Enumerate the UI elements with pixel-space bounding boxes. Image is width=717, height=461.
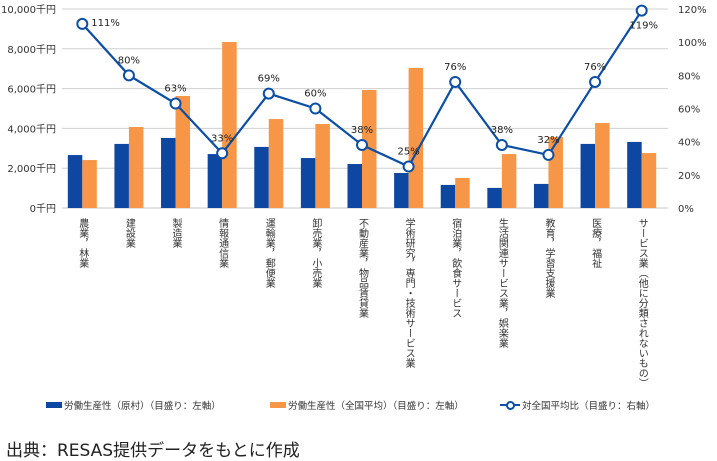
right-tick-label: 120%: [678, 5, 707, 16]
bar-local: [627, 141, 642, 208]
left-tick-label: 0千円: [30, 203, 56, 215]
bar-local: [207, 154, 223, 208]
ratio-point: [309, 102, 322, 115]
ratio-data-label: 25%: [397, 147, 419, 158]
ratio-data-label: 76%: [584, 62, 606, 73]
category-label: 教育，学習支援業: [543, 217, 555, 299]
left-tick-label: 10,000千円: [1, 4, 56, 16]
ratio-data-label: 33%: [211, 133, 233, 144]
bar-local: [533, 183, 549, 208]
bar-local: [300, 158, 316, 208]
category-label: 建設業: [123, 217, 135, 249]
right-tick-label: 20%: [678, 171, 700, 182]
category-label: 運輸業，郵便業: [263, 218, 275, 289]
category-label: 卸売業，小売業: [310, 217, 322, 289]
left-axis: 0千円 2,000千円 4,000千円 6,000千円 8,000千円 10,000千円: [1, 4, 56, 215]
category-label: 生活関連サービス業，娯楽業: [496, 217, 508, 349]
legend-swatch-orange: [270, 402, 286, 408]
ratio-point: [169, 97, 182, 110]
right-tick-label: 100%: [678, 38, 707, 49]
ratio-point: [495, 138, 508, 151]
ratio-point: [402, 160, 415, 173]
right-tick-label: 80%: [678, 71, 700, 82]
ratio-data-label: 111%: [91, 18, 120, 29]
bar-local: [580, 143, 596, 208]
bar-local: [394, 172, 409, 208]
ratio-point: [356, 138, 368, 151]
bar-national: [128, 127, 144, 208]
category-label: 医療，福祉: [590, 218, 602, 268]
ratio-point: [589, 75, 602, 88]
left-tick-label: 4,000千円: [7, 123, 56, 135]
bar-national: [222, 42, 237, 209]
bar-national: [455, 177, 470, 208]
ratio-point: [542, 148, 555, 161]
ratio-data-label: 60%: [304, 89, 326, 100]
legend-label: 労働生産性（原村）（目盛り：左軸）: [64, 401, 221, 412]
bar-local: [254, 146, 269, 208]
legend-line-marker-icon: [500, 400, 520, 410]
legend-item-national: 労働生産性（全国平均）（目盛り：左軸）: [270, 398, 464, 412]
ratio-point: [122, 69, 135, 82]
ratio-line: 111% 80% 63% 33% 69% 60% 38% 25% 76% 38% 32% 76% 119…: [76, 4, 658, 173]
category-label: 情報通信業: [217, 217, 229, 269]
left-tick-label: 6,000千円: [7, 84, 56, 96]
bar-local: [440, 184, 456, 208]
ratio-point: [262, 87, 275, 100]
ratio-data-label: 32%: [537, 135, 559, 146]
ratio-point: [449, 75, 462, 88]
bar-national: [548, 136, 563, 208]
bar-local: [67, 155, 83, 208]
bar-local: [161, 137, 176, 208]
bar-national: [175, 95, 191, 208]
bar-local: [114, 143, 129, 208]
legend-item-local: 労働生産性（原村）（目盛り：左軸）: [46, 398, 221, 412]
legend-swatch-blue: [46, 402, 62, 408]
bar-national: [501, 154, 517, 208]
ratio-point: [216, 147, 229, 160]
ratio-point: [76, 17, 89, 30]
bar-national: [595, 123, 610, 208]
ratio-data-label: 69%: [258, 74, 280, 85]
category-label: 学術研究，専門・技術サービス業: [403, 217, 415, 369]
bar-national: [315, 124, 330, 208]
right-tick-label: 40%: [678, 138, 700, 149]
source-note: 出典：RESAS提供データをもとに作成: [6, 441, 300, 461]
bar-local: [487, 187, 502, 208]
ratio-data-label: 80%: [118, 55, 140, 66]
left-tick-label: 8,000千円: [7, 44, 56, 56]
ratio-data-label: 63%: [164, 84, 186, 95]
category-label: 製造業: [170, 217, 182, 249]
ratio-data-label: 38%: [491, 125, 513, 136]
bar-national: [268, 119, 284, 208]
right-axis: 0% 20% 40% 60% 80% 100% 120%: [678, 5, 707, 215]
category-label: サービス業（他に分類されないもの）: [636, 218, 648, 388]
ratio-data-label: 76%: [444, 62, 466, 73]
right-tick-label: 0%: [678, 204, 694, 215]
category-label: 不動産業，物品賃貸業: [357, 218, 369, 319]
category-labels: 農業，林業 建設業 製造業 情報通信業 運輸業，郵便業 卸売業，小売業 不動産業，物品賃貸業…: [77, 217, 648, 388]
legend-item-ratio: 対全国平均比（目盛り：右軸）: [500, 398, 655, 412]
left-tick-label: 2,000千円: [7, 163, 56, 175]
bar-national: [641, 153, 657, 208]
legend: 労働生産性（原村）（目盛り：左軸） 労働生産性（全国平均）（目盛り：左軸） 対全…: [0, 398, 717, 414]
legend-label: 対全国平均比（目盛り：右軸）: [522, 401, 656, 412]
category-label: 宿泊業，飲食サービス: [450, 217, 462, 318]
ratio-data-label: 38%: [351, 125, 373, 136]
legend-label: 労働生産性（全国平均）（目盛り：左軸）: [288, 401, 464, 412]
ratio-point: [635, 4, 648, 17]
right-tick-label: 60%: [678, 105, 700, 116]
bar-national: [408, 67, 424, 209]
category-label: 農業，林業: [77, 217, 89, 269]
bar-national: [82, 160, 97, 208]
ratio-data-label: 119%: [629, 21, 658, 32]
bar-local: [347, 164, 362, 208]
